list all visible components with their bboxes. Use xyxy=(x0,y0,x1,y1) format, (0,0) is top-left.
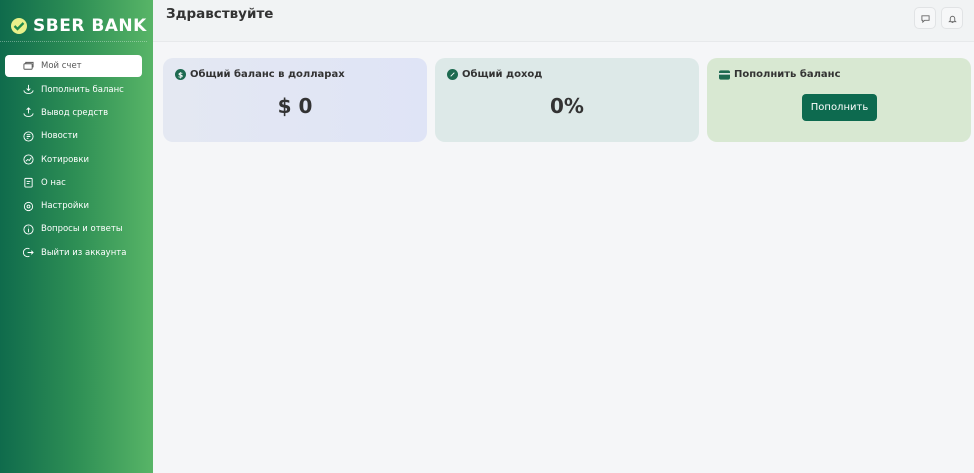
sidebar-item-label: Выйти из аккаунта xyxy=(41,247,127,258)
topup-title: Пополнить баланс xyxy=(734,69,841,80)
sidebar-item-7[interactable]: Настройки xyxy=(5,194,142,217)
sidebar-item-8[interactable]: Вопросы и ответы xyxy=(5,218,142,241)
income-title: Общий доход xyxy=(462,69,543,80)
balance-title: Общий баланс в долларах xyxy=(190,69,345,80)
sidebar-item-label: Настройки xyxy=(41,201,90,212)
topup-card: Пополнить баланс Пополнить xyxy=(707,58,971,142)
news-icon xyxy=(23,131,34,142)
sidebar-item-label: Новости xyxy=(41,131,78,142)
sidebar-item-2[interactable]: Пополнить баланс xyxy=(5,78,142,101)
brand-name: SBER BANK xyxy=(33,15,147,36)
logo[interactable]: SBER BANK xyxy=(0,0,147,42)
sidebar-item-label: Котировки xyxy=(41,154,89,165)
notifications-button[interactable] xyxy=(941,7,963,29)
sidebar-menu: Мой счет Пополнить баланс Вывод средств Нов… xyxy=(0,55,153,264)
sidebar-item-label: Вопросы и ответы xyxy=(41,224,123,235)
sidebar-item-label: Мой счет xyxy=(41,61,82,71)
info-icon xyxy=(23,224,34,235)
svg-text:$: $ xyxy=(178,70,183,79)
deposit-icon xyxy=(23,85,34,95)
sber-logo-icon xyxy=(11,17,27,34)
topup-button[interactable]: Пополнить xyxy=(802,94,877,121)
balance-card: $ Общий баланс в долларах $ 0 xyxy=(163,58,427,142)
sidebar-item-5[interactable]: Котировки xyxy=(5,148,142,171)
page-title: Здравствуйте xyxy=(166,6,274,22)
wallet-icon xyxy=(23,61,34,70)
sidebar-item-label: Вывод средств xyxy=(41,107,109,118)
dollar-icon: $ xyxy=(175,69,186,80)
bell-icon xyxy=(947,15,957,23)
sidebar-item-label: О нас xyxy=(41,177,66,188)
income-card: Общий доход 0% xyxy=(435,58,699,142)
card-icon xyxy=(719,69,730,80)
gear-icon xyxy=(23,201,34,211)
chat-button[interactable] xyxy=(914,7,936,29)
header: Здравствуйте xyxy=(153,0,974,42)
sidebar-item-4[interactable]: Новости xyxy=(5,125,142,148)
sidebar-item-9[interactable]: Выйти из аккаунта xyxy=(5,241,142,264)
sidebar: SBER BANK Мой счет Пополнить баланс Вывод … xyxy=(0,0,153,473)
sidebar-item-label: Пополнить баланс xyxy=(41,84,124,95)
sidebar-item-6[interactable]: О нас xyxy=(5,171,142,194)
sidebar-item-1[interactable]: Мой счет xyxy=(5,55,142,77)
chart-icon xyxy=(23,154,34,165)
percent-badge-icon xyxy=(447,69,458,80)
income-value: 0% xyxy=(550,94,584,118)
sidebar-item-3[interactable]: Вывод средств xyxy=(5,101,142,124)
logout-icon xyxy=(23,248,34,258)
chat-icon xyxy=(920,14,930,23)
withdraw-icon xyxy=(23,107,34,118)
balance-value: $ 0 xyxy=(277,94,313,118)
clipboard-icon xyxy=(24,178,33,188)
